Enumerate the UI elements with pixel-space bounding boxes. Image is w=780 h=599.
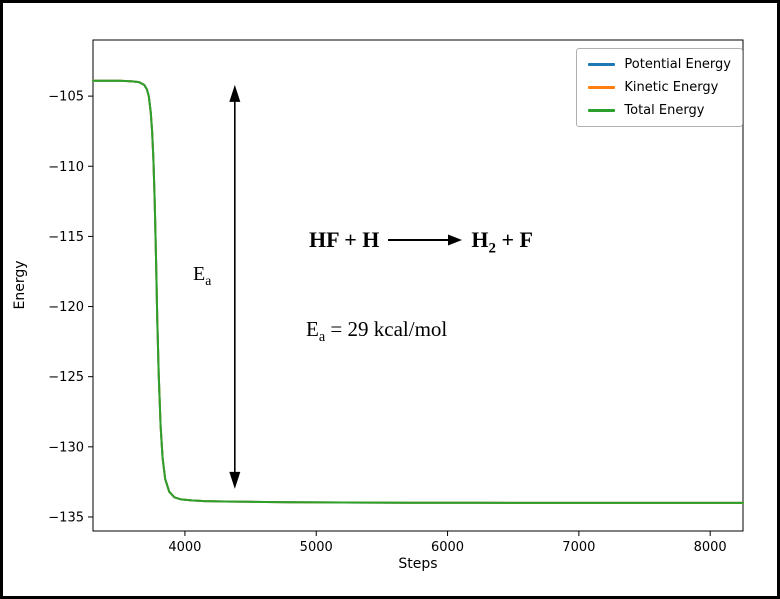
y-tick-label: −115 (48, 230, 84, 245)
legend-item-potential-energy: Potential Energy (588, 57, 731, 72)
series-line-potential-energy (92, 79, 744, 504)
ea-arrow-head-top (229, 84, 241, 102)
reaction-lhs: HF + H (309, 227, 380, 252)
energy-plot: 4000 5000 6000 7000 8000 −105 −110 −115 −120 −125… (48, 39, 744, 555)
reaction-rhs: H2 + F (471, 227, 533, 257)
series-line-kinetic-energy (92, 79, 744, 504)
legend-label-total-energy: Total Energy (624, 103, 705, 118)
potential-energy-line-swatch (588, 63, 616, 66)
x-tick-label: 5000 (300, 540, 333, 555)
x-tick-label: 7000 (562, 540, 595, 555)
ea-arrow-label: Ea (193, 263, 212, 288)
x-tick-label: 8000 (694, 540, 727, 555)
reaction-rhs-rest: + F (496, 227, 533, 252)
activation-energy-value: Ea = 29 kcal/mol (306, 317, 448, 346)
legend-label-potential-energy: Potential Energy (624, 57, 731, 72)
ea-value-subscript: a (318, 329, 326, 346)
x-tick-label: 4000 (168, 540, 201, 555)
legend-item-kinetic-energy: Kinetic Energy (588, 80, 731, 95)
y-axis-label: Energy (12, 260, 28, 310)
reaction-arrow-icon (388, 234, 463, 246)
x-axis-label: Steps (398, 556, 438, 572)
y-tick-label: −130 (48, 440, 84, 455)
total-energy-line-swatch (588, 109, 616, 112)
ea-arrow-head-bottom (229, 471, 241, 489)
legend-item-total-energy: Total Energy (588, 103, 731, 118)
y-tick-label: −125 (48, 370, 84, 385)
axes-frame (92, 39, 744, 532)
ea-value-text: = 29 kcal/mol (325, 317, 448, 341)
ea-label-subscript: a (205, 273, 212, 288)
y-tick-label: −110 (48, 160, 84, 175)
y-tick-label: −105 (48, 90, 84, 105)
legend: Potential Energy Kinetic Energy Total En… (576, 48, 743, 127)
x-tick-label: 6000 (431, 540, 464, 555)
series-line-total-energy (92, 79, 744, 504)
ea-label-symbol: E (193, 263, 206, 285)
reaction-equation: HF + H H2 + F (309, 227, 533, 257)
reaction-rhs-formula: H (471, 227, 489, 252)
y-tick-label: −120 (48, 300, 84, 315)
legend-label-kinetic-energy: Kinetic Energy (624, 80, 719, 95)
ea-value-symbol: E (306, 317, 319, 341)
y-tick-label: −135 (48, 510, 84, 525)
reaction-rhs-subscript: 2 (488, 240, 496, 257)
kinetic-energy-line-swatch (588, 86, 616, 89)
